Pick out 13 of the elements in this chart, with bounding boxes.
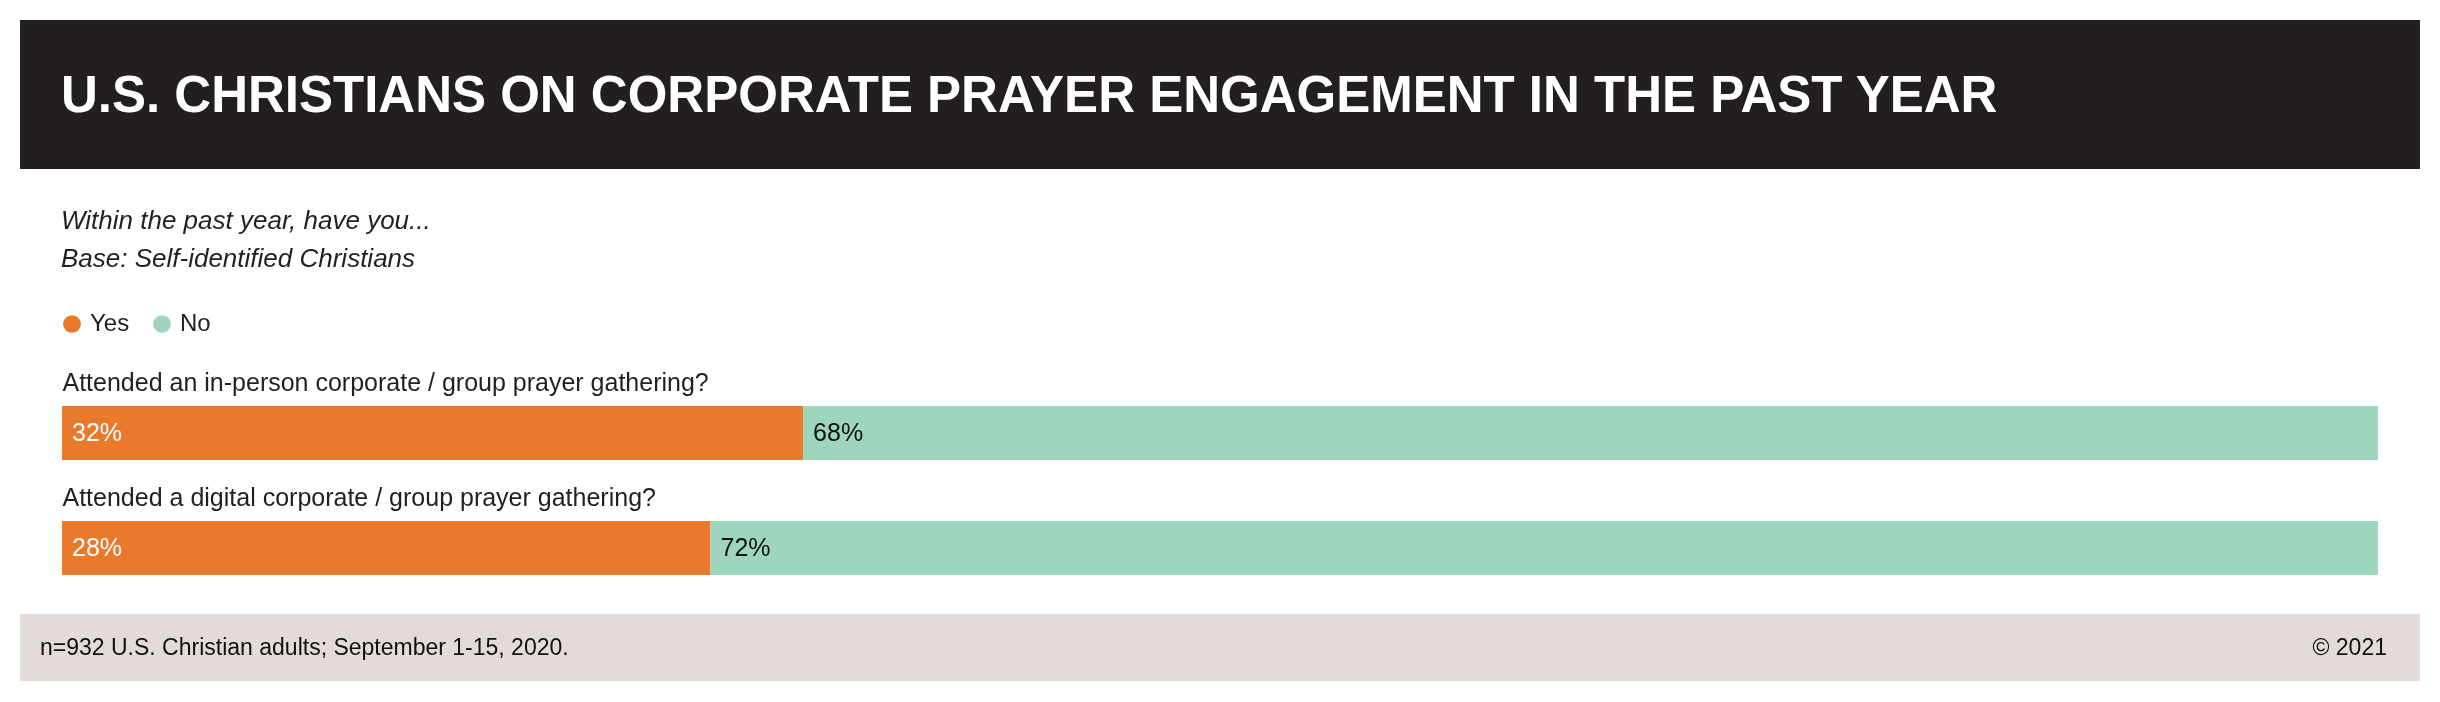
y-tick-label: Attended an in-person corporate / group prayer gathering? [62,368,709,396]
text: n=932 U.S. Christian adults; September 1-15, 2020. [40,634,569,661]
text: © 2021 [2312,634,2387,661]
chart-subtitle: Within the past year, have you... [61,204,431,237]
legend-label: Yes [90,309,130,336]
data-label: 68% [813,418,864,446]
y-tick-label: Attended a digital corporate / group prayer gathering? [62,483,656,511]
legend-label: No [180,309,211,336]
chart-title: U.S. CHRISTIANS ON CORPORATE PRAYER ENGAGEMENT IN THE PAST YEAR [61,66,1998,123]
data-label: 28% [72,533,123,561]
data-label: 32% [72,418,123,446]
data-label: 72% [720,533,771,561]
text: Base: Self-identified Christians [61,242,417,275]
